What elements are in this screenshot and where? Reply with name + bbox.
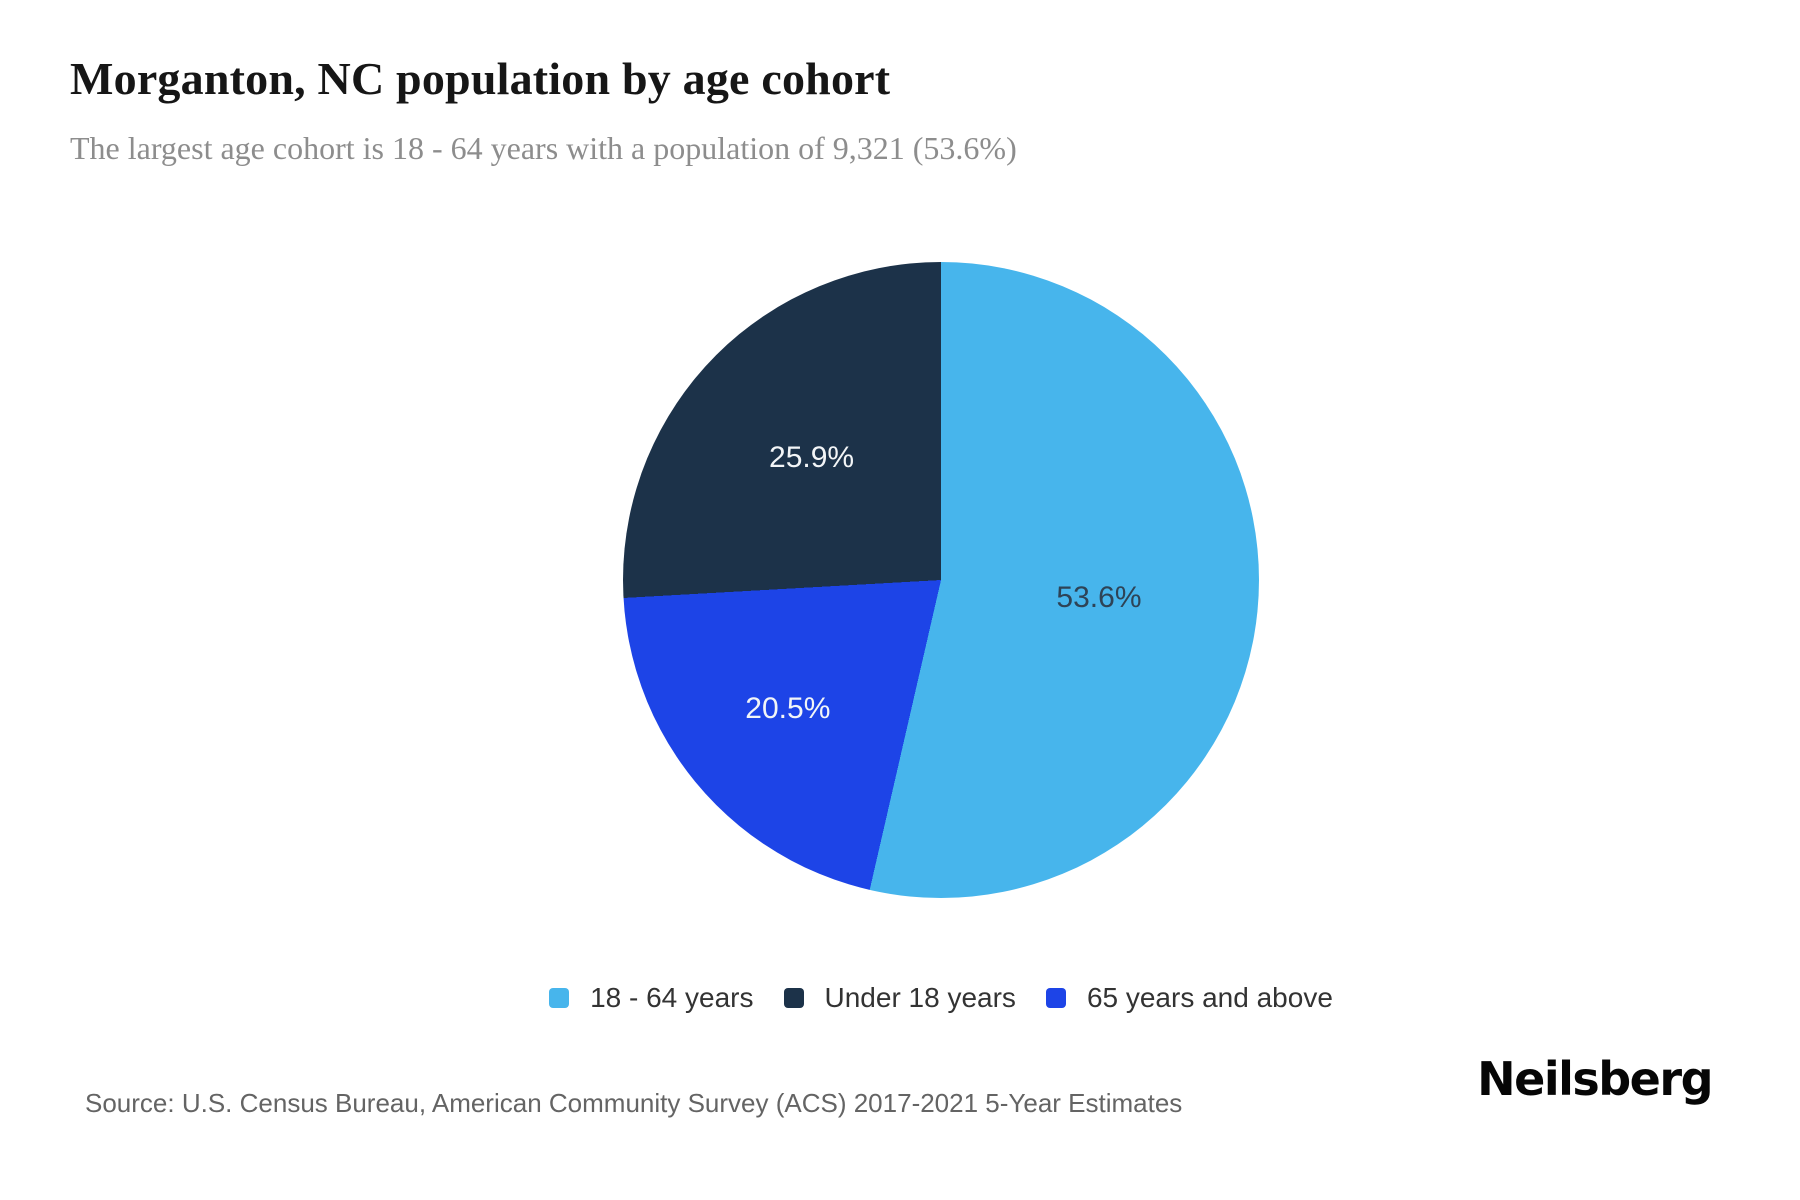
legend-item-18-64-years[interactable]: 18 - 64 years: [549, 982, 754, 1014]
legend-item-65-years-and-above[interactable]: 65 years and above: [1045, 982, 1333, 1014]
legend-label: 65 years and above: [1086, 982, 1333, 1013]
legend-label: 18 - 64 years: [590, 982, 754, 1013]
pie-chart[interactable]: [623, 262, 1259, 898]
chart-legend: 18 - 64 years Under 18 years 65 years and …: [41, 982, 1800, 1014]
legend-swatch-icon: [783, 988, 804, 1008]
pie-slice-label: 53.6%: [1056, 580, 1142, 614]
legend-label: Under 18 years: [824, 982, 1016, 1013]
legend-swatch-icon: [1045, 988, 1066, 1008]
neilsberg-logo: Neilsberg: [1477, 1052, 1713, 1106]
legend-swatch-icon: [549, 988, 570, 1008]
legend-item-under-18-years[interactable]: Under 18 years: [783, 982, 1016, 1014]
source-text: Source: U.S. Census Bureau, American Com…: [85, 1088, 1183, 1118]
chart-title: Morganton, NC population by age cohort: [70, 53, 891, 104]
chart-subtitle: The largest age cohort is 18 - 64 years …: [70, 130, 1017, 166]
pie-slice-label: 20.5%: [745, 692, 831, 726]
pie-slice-label: 25.9%: [769, 440, 855, 474]
